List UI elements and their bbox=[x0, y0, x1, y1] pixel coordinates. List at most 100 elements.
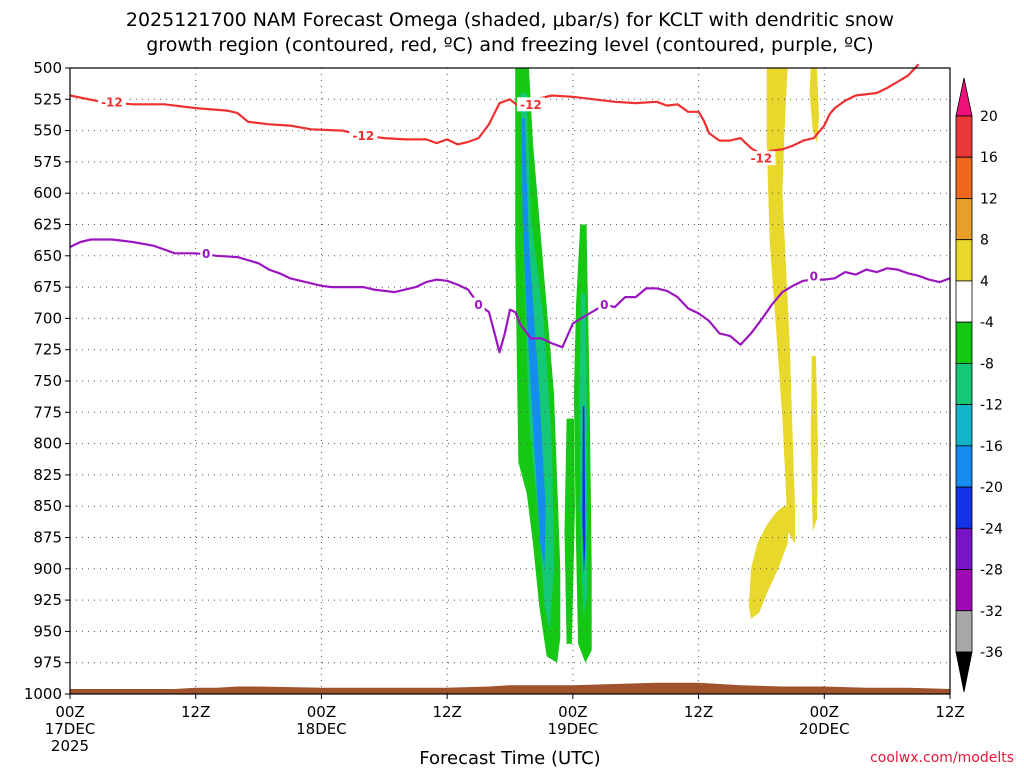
y-tick-label-10: 750 bbox=[33, 372, 62, 390]
x-axis-label: Forecast Time (UTC) bbox=[419, 748, 600, 768]
omega-colorbar: 20 16 12 8 4 -4 -8 -12 -16 -20 -24 -28 -32 -36 bbox=[955, 77, 1003, 693]
contour-label-text: -12 bbox=[520, 98, 542, 112]
colorbar-segment-2 bbox=[955, 156, 973, 199]
y-tick-label-15: 875 bbox=[33, 529, 62, 547]
y-tick-label-12: 800 bbox=[33, 435, 62, 453]
y-tick-label-1: 525 bbox=[33, 90, 62, 108]
contour-label-bg bbox=[200, 246, 213, 261]
omega-region-9 bbox=[748, 506, 790, 619]
x-tick-label-0-2: 2025 bbox=[51, 737, 89, 755]
colorbar-label-0: 20 bbox=[980, 109, 998, 125]
y-tick-label-17: 925 bbox=[33, 591, 62, 609]
colorbar-label-2: 12 bbox=[980, 191, 998, 207]
colorbar-segment-9 bbox=[955, 445, 973, 488]
colorbar-segment-8 bbox=[955, 404, 973, 447]
colorbar-segment-11 bbox=[955, 527, 973, 570]
credit-link[interactable]: coolwx.com/modelts bbox=[870, 750, 1014, 766]
x-tick-label-5-0: 12Z bbox=[684, 703, 713, 721]
y-tick-label-5: 625 bbox=[33, 216, 62, 234]
x-tick-label-7-0: 12Z bbox=[935, 703, 964, 721]
y-tick-label-19: 975 bbox=[33, 654, 62, 672]
contour-label-bg bbox=[349, 128, 378, 143]
x-tick-label-4-0: 00Z bbox=[558, 703, 587, 721]
chart-title-line-2: growth region (contoured, red, ºC) and f… bbox=[146, 34, 873, 56]
omega-region-6 bbox=[564, 418, 575, 644]
colorbar-label-13: -36 bbox=[980, 645, 1003, 661]
contour-label-text: 0 bbox=[474, 298, 482, 312]
colorbar-segment-10 bbox=[955, 486, 973, 529]
x-tick-label-4-1: 19DEC bbox=[548, 720, 599, 738]
y-tick-label-3: 575 bbox=[33, 153, 62, 171]
contour-label-1-2: 0 bbox=[598, 297, 611, 312]
y-tick-label-16: 900 bbox=[33, 560, 62, 578]
omega-region-1 bbox=[520, 93, 554, 632]
contour-label-1-3: 0 bbox=[807, 268, 820, 283]
contour-label-0-3: -12 bbox=[747, 151, 776, 166]
chart-title-line-1: 2025121700 NAM Forecast Omega (shaded, μ… bbox=[126, 9, 894, 31]
contour-label-bg bbox=[807, 268, 820, 283]
colorbar-label-9: -20 bbox=[980, 480, 1003, 496]
contour-label-bg bbox=[97, 94, 126, 109]
contour-label-text: -12 bbox=[751, 152, 773, 166]
contour-label-0-0: -12 bbox=[97, 94, 126, 109]
y-tick-label-13: 825 bbox=[33, 466, 62, 484]
x-tick-label-6-1: 20DEC bbox=[799, 720, 850, 738]
colorbar-segment-4 bbox=[955, 239, 973, 282]
contour-label-text: -12 bbox=[101, 95, 123, 109]
y-tick-label-0: 500 bbox=[33, 59, 62, 77]
contour-label-text: 0 bbox=[600, 298, 608, 312]
omega-shading-layer bbox=[515, 68, 819, 663]
contour-label-text: -12 bbox=[352, 129, 374, 143]
y-tick-label-8: 700 bbox=[33, 309, 62, 327]
y-tick-label-9: 725 bbox=[33, 341, 62, 359]
contour-label-1-0: 0 bbox=[200, 246, 213, 261]
y-tick-label-2: 550 bbox=[33, 122, 62, 140]
colorbar-label-4: 4 bbox=[980, 274, 989, 290]
surface-terrain bbox=[70, 682, 950, 694]
colorbar-label-3: 8 bbox=[980, 233, 989, 249]
contour-line-0 bbox=[69, 63, 920, 156]
contour-layer: -12 -12 -12 -12 0 0 0 0 bbox=[69, 63, 951, 354]
x-tick-label-6-0: 00Z bbox=[810, 703, 839, 721]
y-tick-label-4: 600 bbox=[33, 184, 62, 202]
colorbar-top-arrow bbox=[955, 77, 973, 117]
y-tick-label-14: 850 bbox=[33, 497, 62, 515]
plot-area: -12 -12 -12 -12 0 0 0 0 bbox=[69, 63, 951, 695]
contour-label-bg bbox=[472, 297, 485, 312]
x-tick-label-3-0: 12Z bbox=[432, 703, 461, 721]
contour-label-text: 0 bbox=[810, 269, 818, 283]
colorbar-segment-7 bbox=[955, 362, 973, 406]
contour-label-bg bbox=[516, 97, 545, 112]
colorbar-segment-13 bbox=[955, 610, 973, 653]
x-tick-label-2-0: 00Z bbox=[307, 703, 336, 721]
y-axis-pressure: 500 525 550 575 600 625 650 675 700 725 750 775 800 8… bbox=[24, 59, 70, 703]
x-tick-label-2-1: 18DEC bbox=[296, 720, 347, 738]
omega-region-5 bbox=[582, 406, 586, 576]
contour-label-1-1: 0 bbox=[472, 297, 485, 312]
colorbar-label-1: 16 bbox=[980, 150, 998, 166]
dotted-grid bbox=[69, 67, 951, 695]
colorbar-label-7: -12 bbox=[980, 398, 1003, 414]
colorbar-label-6: -8 bbox=[980, 356, 994, 372]
contour-label-text: 0 bbox=[202, 247, 210, 261]
y-tick-label-7: 675 bbox=[33, 278, 62, 296]
contour-label-bg bbox=[747, 151, 776, 166]
contour-label-0-2: -12 bbox=[516, 97, 545, 112]
colorbar-label-8: -16 bbox=[980, 439, 1003, 455]
colorbar-segment-1 bbox=[955, 115, 973, 158]
y-tick-label-6: 650 bbox=[33, 247, 62, 265]
omega-region-8 bbox=[809, 68, 819, 144]
x-tick-label-0-0: 00Z bbox=[55, 703, 84, 721]
colorbar-label-10: -24 bbox=[980, 521, 1003, 537]
colorbar-segment-6 bbox=[955, 321, 973, 364]
contour-label-0-1: -12 bbox=[349, 128, 378, 143]
contour-label-bg bbox=[598, 297, 611, 312]
y-tick-label-20: 1000 bbox=[24, 685, 62, 703]
colorbar-label-11: -28 bbox=[980, 563, 1003, 579]
colorbar-bottom-arrow bbox=[955, 651, 973, 693]
colorbar-segment-3 bbox=[955, 198, 973, 241]
x-tick-label-1-0: 12Z bbox=[181, 703, 210, 721]
y-tick-label-11: 775 bbox=[33, 403, 62, 421]
